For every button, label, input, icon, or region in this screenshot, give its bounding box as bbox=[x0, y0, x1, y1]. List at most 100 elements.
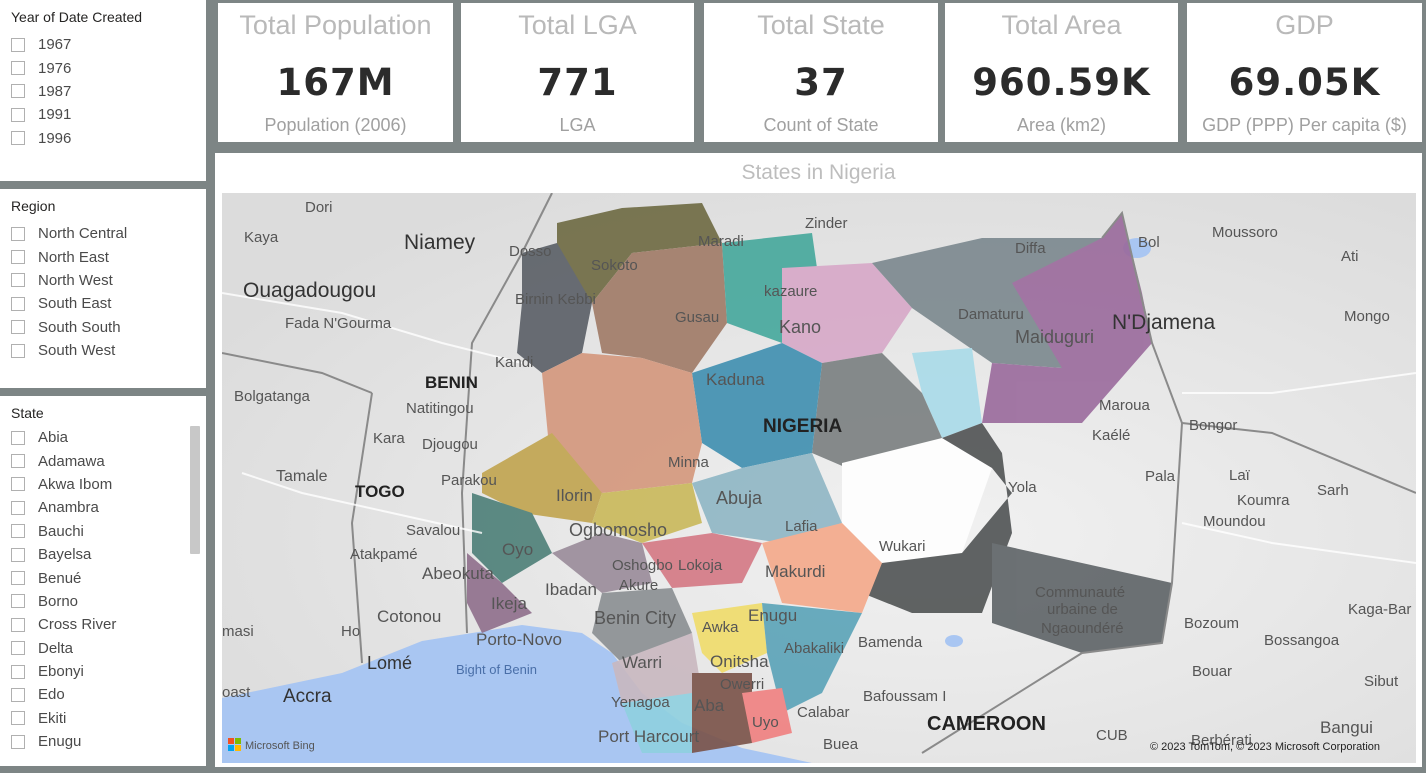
checkbox[interactable] bbox=[11, 664, 25, 679]
map-label: N'Djamena bbox=[1112, 311, 1216, 334]
state-option[interactable]: Cross River bbox=[11, 613, 116, 636]
card-title: GDP bbox=[1275, 10, 1334, 40]
state-taraba[interactable] bbox=[862, 423, 1012, 613]
checkbox[interactable] bbox=[11, 320, 25, 335]
state-option[interactable]: Edo bbox=[11, 683, 116, 706]
state-zamfara[interactable] bbox=[592, 243, 727, 373]
state-fct-nasarawa[interactable] bbox=[692, 453, 842, 543]
map-label: Fada N'Gourma bbox=[285, 315, 392, 332]
state-option[interactable]: Bauchi bbox=[11, 520, 116, 543]
state-option[interactable]: Borno bbox=[11, 590, 116, 613]
state-delta[interactable] bbox=[612, 633, 702, 713]
checkbox[interactable] bbox=[11, 296, 25, 311]
state-option[interactable]: Anambra bbox=[11, 496, 116, 519]
state-borno[interactable] bbox=[982, 213, 1152, 423]
map-label: Birnin Kebbi bbox=[515, 291, 596, 308]
year-option-1976[interactable]: 1976 bbox=[11, 56, 71, 79]
state-kwara[interactable] bbox=[482, 433, 602, 523]
checkbox[interactable] bbox=[11, 524, 25, 539]
state-option[interactable]: Benué bbox=[11, 566, 116, 589]
state-option[interactable]: Adamawa bbox=[11, 449, 116, 472]
card-title: Total State bbox=[757, 10, 885, 40]
state-akwa-ibom[interactable] bbox=[742, 688, 792, 743]
map-label: CUB bbox=[1096, 727, 1128, 744]
map-label: Pala bbox=[1145, 468, 1176, 485]
state-sokoto[interactable] bbox=[557, 203, 722, 303]
state-benue[interactable] bbox=[762, 523, 882, 613]
checkbox[interactable] bbox=[11, 131, 25, 146]
state-option[interactable]: Delta bbox=[11, 637, 116, 660]
state-option[interactable]: Akwa Ibom bbox=[11, 473, 116, 496]
map-svg[interactable]: Dori Kaya Niamey Dosso Maradi Zinder Dif… bbox=[222, 193, 1416, 763]
checkbox[interactable] bbox=[11, 430, 25, 445]
year-option-1991[interactable]: 1991 bbox=[11, 103, 71, 126]
state-bayelsa-rivers[interactable] bbox=[622, 693, 692, 753]
region-option-north-west[interactable]: North West bbox=[11, 269, 127, 292]
state-kaduna[interactable] bbox=[692, 343, 822, 468]
state-oyo[interactable] bbox=[472, 493, 552, 583]
checkbox[interactable] bbox=[11, 500, 25, 515]
region-option-south-east[interactable]: South East bbox=[11, 292, 127, 315]
state-kogi[interactable] bbox=[642, 533, 762, 588]
state-kebbi[interactable] bbox=[517, 243, 592, 373]
state-abia-imo[interactable] bbox=[692, 673, 752, 753]
region-option-north-east[interactable]: North East bbox=[11, 245, 127, 268]
checkbox[interactable] bbox=[11, 226, 25, 241]
state-edo[interactable] bbox=[592, 588, 692, 663]
year-option-1987[interactable]: 1987 bbox=[11, 80, 71, 103]
lake bbox=[945, 635, 963, 647]
checkbox[interactable] bbox=[11, 641, 25, 656]
region-option-south-west[interactable]: South West bbox=[11, 339, 127, 362]
map-label: Yola bbox=[1008, 479, 1037, 496]
checkbox[interactable] bbox=[11, 250, 25, 265]
state-option[interactable]: Abia bbox=[11, 426, 116, 449]
checkbox[interactable] bbox=[11, 477, 25, 492]
year-slicer-title: Year of Date Created bbox=[11, 9, 143, 25]
map-label: Niamey bbox=[404, 231, 476, 254]
state-option[interactable]: Enugu bbox=[11, 730, 116, 753]
checkbox[interactable] bbox=[11, 711, 25, 726]
map-label: Communauté bbox=[1035, 584, 1125, 601]
year-option-1967[interactable]: 1967 bbox=[11, 33, 71, 56]
logo-square-blue-icon bbox=[228, 745, 234, 751]
checkbox[interactable] bbox=[11, 61, 25, 76]
year-option-1996[interactable]: 1996 bbox=[11, 127, 71, 150]
checkbox[interactable] bbox=[11, 734, 25, 749]
checkbox[interactable] bbox=[11, 617, 25, 632]
checkbox[interactable] bbox=[11, 454, 25, 469]
checkbox[interactable] bbox=[11, 594, 25, 609]
state-kano-jigawa[interactable] bbox=[782, 263, 912, 363]
bing-logo-text: Microsoft Bing bbox=[245, 740, 315, 752]
map-canvas[interactable]: Dori Kaya Niamey Dosso Maradi Zinder Dif… bbox=[222, 193, 1416, 763]
checkbox[interactable] bbox=[11, 687, 25, 702]
state-kwara-east[interactable] bbox=[592, 483, 702, 543]
checkbox[interactable] bbox=[11, 343, 25, 358]
state-polygons[interactable] bbox=[467, 203, 1172, 753]
region-adamawa-cameroon[interactable] bbox=[992, 543, 1172, 653]
map-labels: Dori Kaya Niamey Dosso Maradi Zinder Dif… bbox=[222, 199, 1411, 753]
state-ogun-lagos[interactable] bbox=[467, 553, 532, 633]
checkbox[interactable] bbox=[11, 84, 25, 99]
state-niger[interactable] bbox=[542, 353, 702, 493]
state-gombe[interactable] bbox=[912, 348, 982, 438]
checkbox[interactable] bbox=[11, 107, 25, 122]
map-label: Buea bbox=[823, 736, 859, 753]
checkbox[interactable] bbox=[11, 571, 25, 586]
region-option-south-south[interactable]: South South bbox=[11, 316, 127, 339]
region-option-north-central[interactable]: North Central bbox=[11, 222, 127, 245]
state-osun[interactable] bbox=[552, 533, 652, 593]
state-slicer-scrollbar[interactable] bbox=[190, 426, 200, 554]
map-label: Oyo bbox=[502, 540, 533, 559]
state-option[interactable]: Bayelsa bbox=[11, 543, 116, 566]
state-option[interactable]: Ekiti bbox=[11, 707, 116, 730]
checkbox[interactable] bbox=[11, 273, 25, 288]
checkbox[interactable] bbox=[11, 37, 25, 52]
state-option[interactable]: Ebonyi bbox=[11, 660, 116, 683]
state-anambra-enugu[interactable] bbox=[692, 603, 767, 673]
state-plateau-empty[interactable] bbox=[842, 438, 992, 563]
state-cross-river[interactable] bbox=[762, 603, 862, 713]
map-label: Bolgatanga bbox=[234, 388, 311, 405]
map-label: Abakaliki bbox=[784, 640, 844, 657]
checkbox[interactable] bbox=[11, 547, 25, 562]
card-label: Count of State bbox=[763, 115, 879, 135]
